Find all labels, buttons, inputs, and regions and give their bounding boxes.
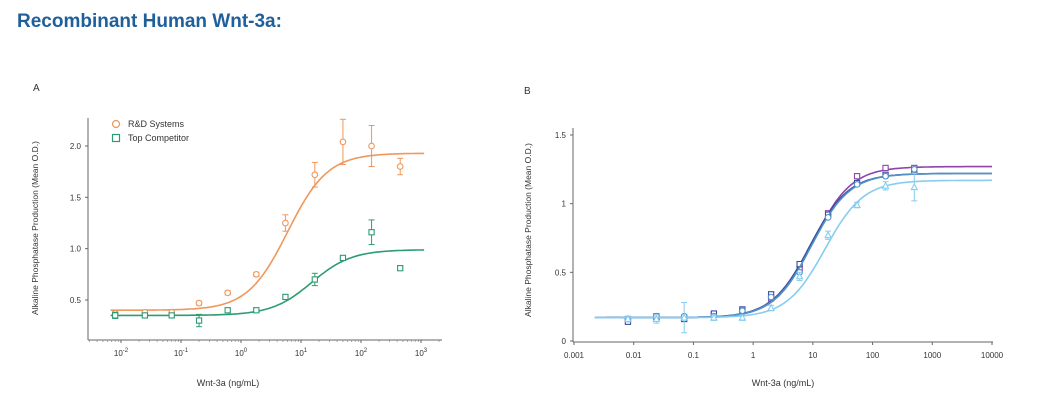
panel-label-b: B [524, 86, 531, 97]
panel-a-series-1-point [396, 163, 404, 170]
panel-a-x-tick-label: 10-2 [114, 348, 129, 358]
panel-a-series-2-point [141, 312, 149, 319]
panel-a-series-2-point [311, 276, 318, 283]
panel-a-series-2-point [224, 307, 231, 314]
panel-a-x-tick-label: 102 [355, 348, 368, 358]
panel-b-series-4-point [824, 230, 833, 239]
panel-b-series-3-point [882, 172, 889, 180]
panel-a-y-tick-label: 1.5 [70, 193, 82, 202]
panel-a-series-2-fit-curve [110, 249, 425, 317]
panel-b-series-1-point [853, 173, 861, 180]
panel-b-series-4-point [652, 314, 661, 322]
panel-a-series-1-point [252, 270, 260, 278]
legend-marker-top-competitor [111, 133, 121, 143]
panel-b-series-1-point [882, 164, 889, 172]
panel-a-series-1-point [282, 219, 289, 227]
panel-b-x-tick-label: 10 [808, 351, 817, 360]
panel-b-x-axis-label: Wnt-3a (ng/mL) [752, 378, 815, 388]
panel-b-series-4-point [709, 313, 718, 321]
panel-b-y-axis-label: Alkaline Phosphatase Production (Mean O.… [523, 143, 533, 317]
panel-a-series-2-point [253, 307, 260, 314]
panel-a-series-2-point [282, 293, 289, 301]
panel-a-series-1-point [339, 138, 347, 146]
panel-a-series-2-point [195, 317, 203, 324]
panel-b-series-3-point [910, 165, 918, 173]
panel-b-x-tick-label: 100 [866, 351, 880, 360]
panel-a-y-axis-label: Alkaline Phosphatase Production (Mean O.… [30, 141, 40, 315]
panel-b-y-tick-label: 0.5 [555, 268, 567, 277]
panel-a-y-tick-label: 1.0 [70, 245, 82, 254]
panel-b-x-tick-label: 10000 [981, 351, 1004, 360]
panel-b-series-3-point [824, 214, 832, 221]
panel-a-x-tick-label: 101 [295, 348, 308, 358]
panel-label-a: A [33, 83, 40, 94]
panel-b-series-4-point [738, 313, 747, 321]
panel-b-series-3-point [853, 181, 861, 188]
panel-a-series-2-point [397, 265, 404, 272]
panel-a-series-2-point [339, 254, 347, 262]
panel-a-series-1-point [311, 171, 319, 179]
panel-a-series-2-point [168, 312, 175, 319]
panel-b-series-4-point [767, 303, 776, 311]
panel-a-x-tick-label: 103 [415, 348, 428, 358]
panel-b-series-3-point [739, 307, 746, 315]
panel-a-series-2-point [368, 229, 375, 236]
panel-a-x-tick-label: 10-1 [174, 348, 189, 358]
panel-a-x-tick-label: 100 [235, 348, 248, 358]
panel-b-x-tick-label: 0.001 [564, 351, 585, 360]
legend-label-top-competitor: Top Competitor [128, 133, 189, 143]
panel-a-y-tick-label: 2.0 [70, 142, 82, 151]
panel-b-x-tick-label: 0.01 [626, 351, 642, 360]
panel-a-y-tick-label: 0.5 [70, 296, 82, 305]
panel-a-series-1-point [368, 142, 375, 150]
page-title: Recombinant Human Wnt-3a: [17, 11, 282, 32]
panel-b-series-4-point [910, 182, 919, 191]
panel-b-series-4-point [881, 181, 890, 189]
panel-a-series-2-point [112, 312, 119, 319]
panel-b-x-tick-label: 1000 [923, 351, 941, 360]
panel-b-y-tick-label: 1 [562, 200, 567, 209]
panel-b-series-4-point [795, 272, 804, 280]
legend-label-rd-systems: R&D Systems [128, 119, 185, 129]
panel-b-y-tick-label: 0 [562, 337, 567, 346]
panel-a-x-axis-label: Wnt-3a (ng/mL) [197, 378, 260, 388]
panel-a-series-1-fit-curve [110, 152, 425, 311]
panel-b-series-4-point [624, 314, 632, 322]
panel-a-series-1-point [195, 299, 203, 307]
panel-b-series-4-fit-curve [594, 179, 992, 319]
panel-b-series-4-point [853, 200, 861, 208]
panel-b-series-3-point [767, 293, 775, 301]
legend-marker-rd-systems [111, 119, 121, 129]
panel-b-series-4-point [680, 313, 689, 321]
panel-b-y-tick-label: 1.5 [555, 131, 567, 140]
panel-b-x-tick-label: 0.1 [688, 351, 700, 360]
panel-b-x-tick-label: 1 [751, 351, 756, 360]
panel-a-series-1-point [224, 289, 232, 297]
